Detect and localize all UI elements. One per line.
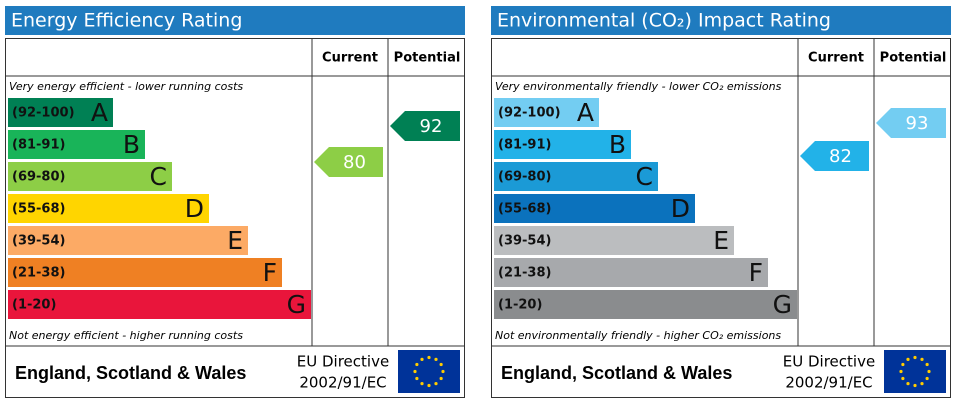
band-range: (92-100)	[12, 106, 75, 121]
band-letter: G	[773, 290, 792, 319]
directive: 2002/91/EC	[785, 374, 872, 392]
eu-star	[413, 369, 417, 374]
bottom-note: Not energy efficient - higher running co…	[9, 329, 243, 342]
eu-star	[420, 357, 424, 361]
band-letter: C	[150, 162, 167, 191]
current-value: 82	[829, 146, 852, 167]
band-range: (55-68)	[12, 202, 65, 217]
band-letter: B	[609, 130, 626, 159]
band-letter: F	[263, 258, 277, 287]
eu-star	[920, 357, 924, 361]
rating-band	[8, 98, 113, 127]
rating-band	[494, 194, 695, 223]
band-range: (21-38)	[498, 266, 551, 281]
band-letter: B	[123, 130, 140, 159]
eu-star	[901, 376, 905, 381]
current-arrow	[800, 141, 869, 171]
band-letter: D	[671, 194, 690, 223]
panel-title: Energy Efficiency Rating	[11, 10, 242, 32]
rating-band	[8, 290, 311, 319]
eu-star	[427, 355, 431, 360]
band-range: (69-80)	[498, 170, 551, 185]
directive: EU Directive	[297, 353, 389, 371]
column-header: Potential	[394, 51, 461, 66]
current-value: 80	[343, 152, 366, 173]
panel-frame	[491, 38, 951, 398]
eu-star	[415, 362, 419, 367]
potential-value: 92	[420, 116, 443, 137]
band-range: (81-91)	[498, 138, 551, 153]
potential-arrow	[390, 111, 460, 141]
eu-star	[920, 382, 924, 386]
panel-title: Environmental (CO₂) Impact Rating	[497, 10, 831, 32]
potential-value: 93	[906, 113, 929, 134]
rating-band	[494, 258, 768, 287]
band-range: (1-20)	[498, 298, 542, 313]
eu-star	[901, 362, 905, 367]
band-range: (1-20)	[12, 298, 56, 313]
band-range: (21-38)	[12, 266, 65, 281]
band-range: (39-54)	[498, 234, 551, 249]
potential-arrow	[876, 108, 946, 138]
rating-band	[494, 290, 797, 319]
eu-star	[927, 369, 931, 374]
band-range: (55-68)	[498, 202, 551, 217]
directive: EU Directive	[783, 353, 875, 371]
eu-star	[925, 376, 929, 381]
eu-star	[906, 382, 910, 386]
eu-star	[415, 376, 419, 381]
eu-star	[439, 376, 443, 381]
top-note: Very environmentally friendly - lower CO…	[495, 80, 782, 93]
band-letter: C	[636, 162, 653, 191]
band-range: (92-100)	[498, 106, 561, 121]
band-letter: F	[749, 258, 763, 287]
column-header: Potential	[880, 51, 947, 66]
band-letter: A	[91, 98, 108, 127]
band-range: (81-91)	[12, 138, 65, 153]
eu-star	[925, 362, 929, 367]
eu-star	[420, 382, 424, 386]
rating-band	[494, 162, 658, 191]
directive: 2002/91/EC	[299, 374, 386, 392]
eu-star	[439, 362, 443, 367]
rating-band	[8, 258, 282, 287]
column-header: Current	[808, 51, 864, 66]
eu-star	[441, 369, 445, 374]
eu-star	[913, 355, 917, 360]
column-header: Current	[322, 51, 378, 66]
band-range: (69-80)	[12, 170, 65, 185]
band-letter: A	[577, 98, 594, 127]
rating-band	[8, 162, 172, 191]
rating-band	[8, 194, 209, 223]
band-range: (39-54)	[12, 234, 65, 249]
rating-band	[494, 130, 631, 159]
eu-star	[434, 382, 438, 386]
rating-band	[8, 226, 248, 255]
eu-star	[427, 383, 431, 388]
top-note: Very energy efficient - lower running co…	[9, 80, 243, 93]
rating-band	[494, 226, 734, 255]
band-letter: D	[185, 194, 204, 223]
band-letter: E	[227, 226, 243, 255]
bottom-note: Not environmentally friendly - higher CO…	[495, 329, 781, 342]
eu-star	[899, 369, 903, 374]
region: England, Scotland & Wales	[501, 363, 732, 383]
band-letter: E	[713, 226, 729, 255]
rating-band	[8, 130, 145, 159]
band-letter: G	[287, 290, 306, 319]
panel-frame	[5, 38, 465, 398]
rating-band	[494, 98, 599, 127]
title-bar	[5, 6, 465, 35]
region: England, Scotland & Wales	[15, 363, 246, 383]
current-arrow	[314, 147, 383, 177]
eu-star	[434, 357, 438, 361]
eu-star	[906, 357, 910, 361]
eu-star	[913, 383, 917, 388]
title-bar	[491, 6, 951, 35]
